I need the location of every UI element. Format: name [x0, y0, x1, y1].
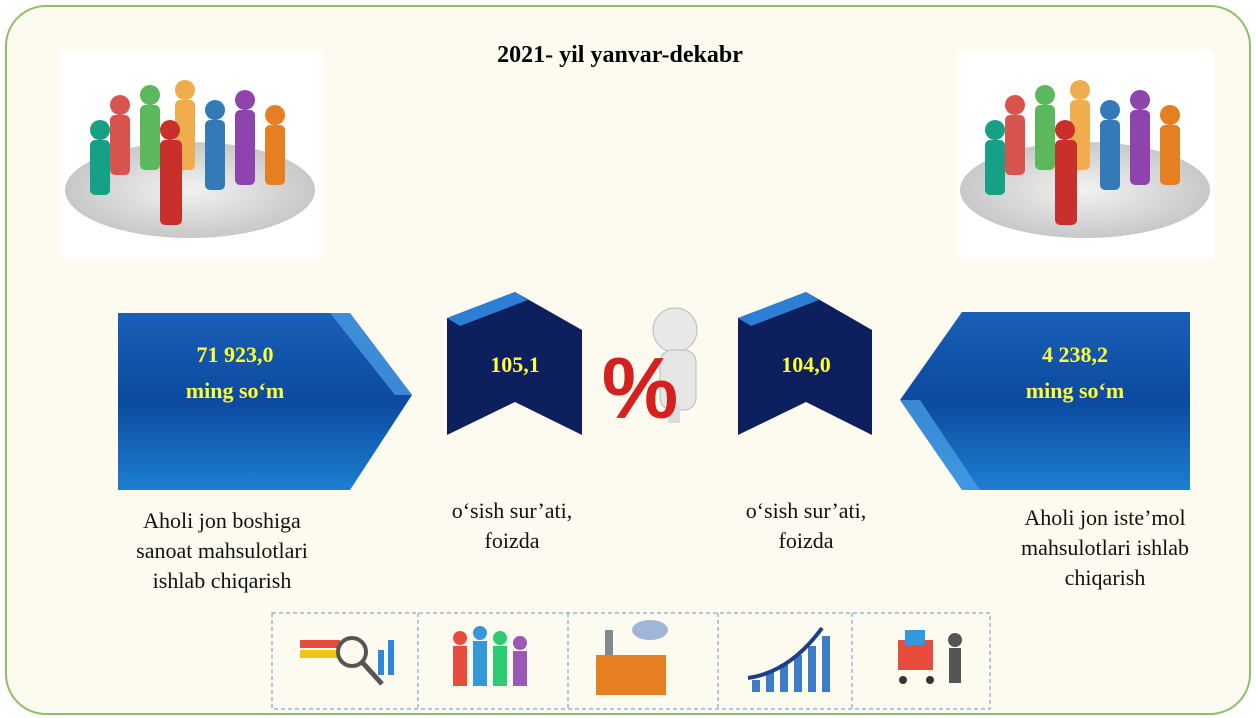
infographic: 2021- yil yanvar-dekabr 71 923,0 ming so…	[0, 0, 1256, 718]
percent-symbol: %	[602, 341, 678, 437]
right-caption: Aholi jon iste’mol	[1024, 505, 1185, 530]
left-caption: ishlab chiqarish	[153, 568, 292, 593]
right-growth-caption: o‘sish sur’ati,	[746, 498, 867, 523]
right-value: 4 238,2	[1042, 342, 1108, 367]
right-growth-caption: foizda	[779, 528, 834, 553]
right-unit: ming so‘m	[1026, 378, 1124, 403]
right-caption: chiqarish	[1065, 565, 1146, 590]
left-caption: sanoat mahsulotlari	[136, 538, 308, 563]
left-unit: ming so‘m	[186, 378, 284, 403]
crowd-left	[60, 50, 322, 258]
left-growth-value: 105,1	[490, 352, 540, 377]
right-caption: mahsulotlari ishlab	[1021, 535, 1189, 560]
right-growth-value: 104,0	[781, 352, 831, 377]
left-growth-caption: o‘sish sur’ati,	[452, 498, 573, 523]
page: {"header": {"title": "2021- yil yanvar-d…	[0, 0, 1256, 718]
crowd-right	[958, 50, 1214, 258]
left-value: 71 923,0	[197, 342, 274, 367]
left-caption: Aholi jon boshiga	[143, 508, 301, 533]
left-growth-caption: foizda	[485, 528, 540, 553]
title: 2021- yil yanvar-dekabr	[497, 42, 743, 68]
